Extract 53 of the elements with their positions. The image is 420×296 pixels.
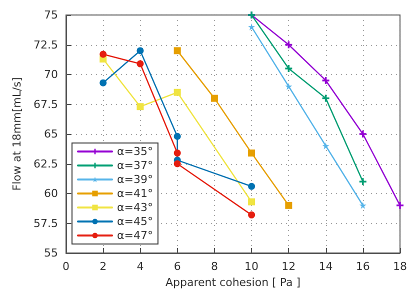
- point: [210, 94, 218, 102]
- x-tick-label: 4: [136, 260, 144, 273]
- point: [285, 82, 292, 90]
- x-tick-label: 12: [282, 260, 296, 273]
- point: [396, 202, 404, 209]
- legend-label: α=45°: [117, 215, 153, 228]
- y-tick-label: 75: [44, 8, 58, 22]
- legend-label: α=43°: [117, 201, 153, 214]
- y-tick-label: 60: [44, 187, 58, 200]
- point: [174, 88, 181, 96]
- legend-label: α=37°: [117, 159, 153, 172]
- point: [174, 160, 181, 168]
- point: [285, 65, 292, 72]
- x-tick-label: 8: [210, 260, 218, 273]
- point: [174, 47, 181, 54]
- x-tick-label: 0: [62, 260, 70, 273]
- point: [359, 202, 366, 209]
- point: [248, 182, 256, 190]
- point: [248, 198, 256, 206]
- point: [174, 150, 181, 157]
- x-tick-label: 16: [356, 260, 370, 273]
- legend-label: α=35°: [117, 145, 153, 158]
- x-axis-title: Apparent cohesion [ Pa ]: [165, 276, 301, 289]
- point: [174, 132, 181, 140]
- point: [136, 60, 144, 68]
- legend-label: α=41°: [117, 187, 153, 200]
- y-tick-label: 57.5: [34, 216, 58, 230]
- y-tick-label: 62.5: [34, 157, 58, 170]
- point: [136, 103, 144, 110]
- point: [136, 47, 144, 54]
- point: [285, 202, 292, 209]
- x-tick-label: 14: [318, 260, 333, 273]
- point: [359, 130, 366, 138]
- legend-label: α=47°: [117, 229, 153, 242]
- x-tick-label: 10: [244, 260, 259, 273]
- point: [248, 150, 256, 157]
- point: [248, 23, 256, 30]
- point: [322, 142, 330, 150]
- point: [248, 211, 256, 218]
- y-axis-title: Flow at 18mm[mL/s]: [10, 77, 24, 191]
- point: [100, 50, 107, 58]
- y-tick-label: 55: [44, 246, 58, 260]
- point: [100, 79, 107, 86]
- y-tick-label: 72.5: [34, 38, 58, 52]
- x-tick-label: 6: [174, 260, 181, 273]
- point: [359, 178, 366, 186]
- x-tick-label: 18: [393, 260, 407, 273]
- legend-label: α=39°: [117, 173, 153, 186]
- x-tick-label: 2: [100, 260, 107, 273]
- y-tick-label: 65: [44, 128, 58, 140]
- y-tick-label: 67.5: [34, 98, 58, 111]
- point: [322, 76, 330, 84]
- y-tick-label: 70: [44, 68, 58, 81]
